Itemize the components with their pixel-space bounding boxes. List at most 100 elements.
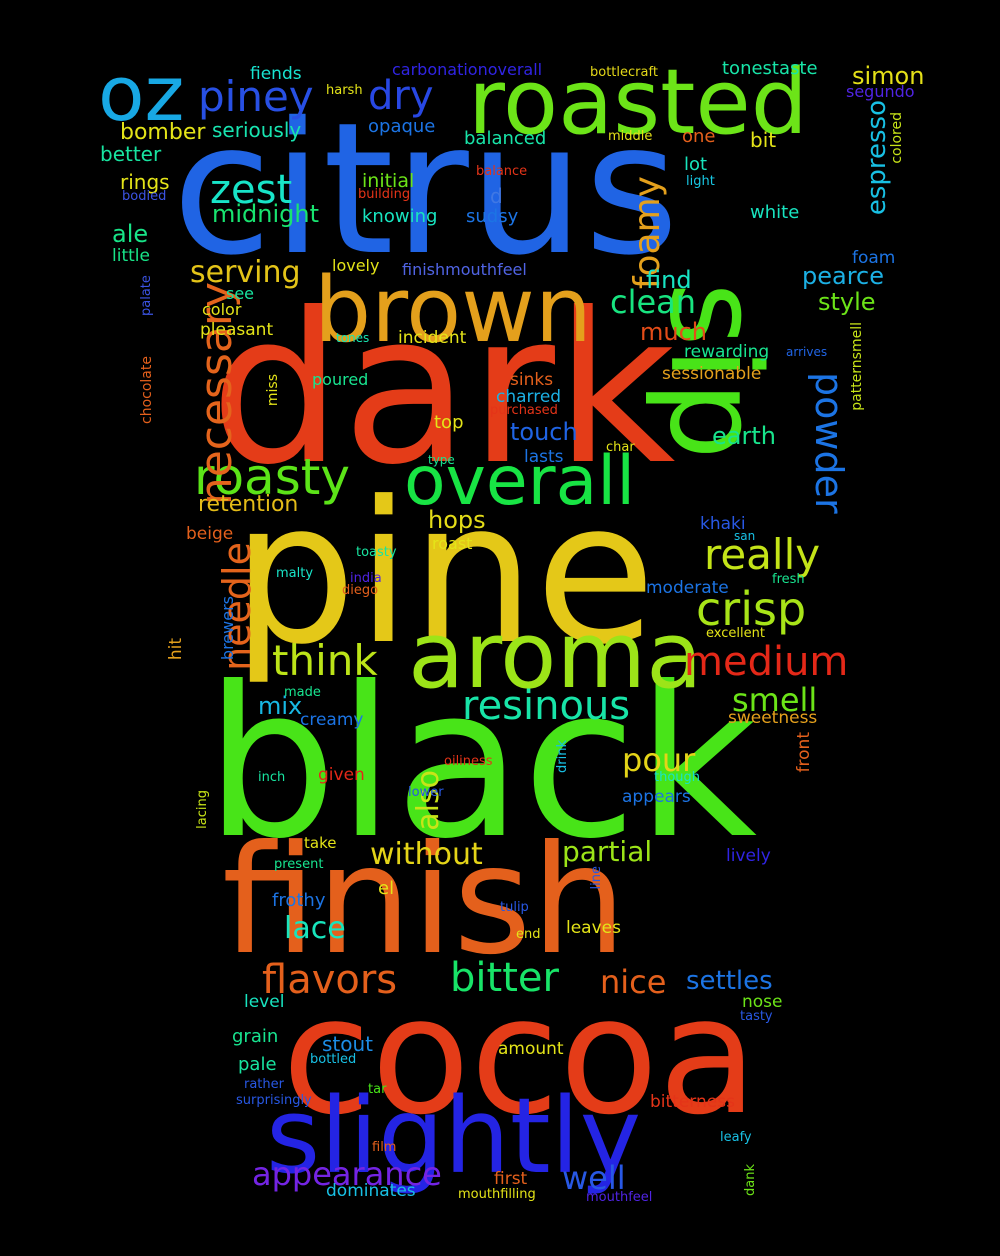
word-better: better	[100, 142, 162, 166]
word-sudsy: sudsy	[466, 206, 519, 227]
word-lasts: lasts	[524, 447, 564, 467]
word-bottled: bottled	[310, 1052, 357, 1067]
word-midnight: midnight	[212, 200, 320, 228]
word-bitter: bitter	[450, 955, 559, 1001]
word-grain: grain	[232, 1026, 279, 1047]
word-patternsmell: patternsmell	[849, 322, 865, 411]
word-fiends: fiends	[250, 64, 302, 84]
word-type: type	[428, 453, 455, 467]
word-though: though	[654, 770, 701, 785]
word-dominates: dominates	[326, 1181, 416, 1201]
word-nice: nice	[600, 963, 667, 1001]
word-arrives: arrives	[786, 345, 828, 359]
word-leafy: leafy	[720, 1130, 752, 1145]
word-pearce: pearce	[802, 262, 885, 290]
word-really: really	[704, 530, 821, 579]
word-mouthfeel: mouthfeel	[586, 1190, 653, 1205]
word-beige: beige	[186, 524, 234, 544]
word-building: building	[358, 187, 411, 202]
word-piney: piney	[198, 72, 314, 121]
word-cocoa: cocoa	[282, 963, 758, 1151]
word-color: color	[202, 300, 242, 319]
word-knowing: knowing	[362, 206, 438, 227]
word-excellent: excellent	[706, 626, 765, 641]
word-incident: incident	[398, 328, 467, 348]
word-initial: initial	[362, 170, 415, 192]
word-overall: overall	[404, 442, 636, 521]
word-sweetness: sweetness	[728, 708, 818, 728]
word-lively: lively	[726, 846, 771, 866]
word-one: one	[682, 126, 716, 147]
word-poured: poured	[312, 370, 369, 389]
word-aroma: aroma	[408, 602, 703, 709]
word-lacing: lacing	[195, 790, 210, 829]
word-creamy: creamy	[300, 710, 364, 730]
word-flavors: flavors	[262, 957, 398, 1003]
word-d: d	[490, 184, 503, 208]
word-partial: partial	[562, 835, 653, 868]
word-carbonationoverall: carbonationoverall	[392, 60, 543, 79]
word-style: style	[818, 288, 876, 316]
word-bomber: bomber	[120, 120, 206, 145]
word-tasty: tasty	[740, 1009, 773, 1024]
word-india: india	[350, 571, 382, 586]
word-appears: appears	[622, 787, 691, 807]
word-bodied: bodied	[122, 189, 167, 204]
word-purchased: purchased	[490, 403, 558, 418]
word-powder: powder	[807, 372, 851, 514]
word-leaves: leaves	[566, 918, 621, 938]
word-mouthfilling: mouthfilling	[458, 1187, 536, 1202]
word-espresso: espresso	[862, 100, 892, 216]
word-opaque: opaque	[368, 116, 436, 137]
word-tar: tar	[368, 1082, 387, 1097]
word-tonestaste: tonestaste	[722, 58, 818, 79]
word-find: find	[646, 266, 692, 294]
word-foam: foam	[852, 248, 896, 268]
word-nose: nose	[742, 992, 783, 1012]
word-take: take	[304, 834, 337, 852]
word-chocolate: chocolate	[139, 356, 155, 424]
word-first: first	[494, 1169, 528, 1189]
word-pleasant: pleasant	[200, 320, 274, 340]
word-bit: bit	[750, 128, 777, 152]
word-retention: retention	[198, 492, 299, 517]
word-citrus: citrus	[172, 83, 679, 295]
word-middle: middle	[608, 129, 653, 144]
word-amount: amount	[498, 1039, 564, 1059]
word-pine: pine	[232, 460, 656, 688]
word-film: film	[372, 1140, 397, 1155]
word-surprisingly: surprisingly	[236, 1093, 312, 1108]
word-serving: serving	[190, 255, 301, 290]
word-dry: dry	[368, 73, 434, 119]
word-finish: finish	[222, 814, 627, 988]
word-pour: pour	[622, 741, 696, 779]
word-balance: balance	[476, 164, 528, 179]
word-hit: hit	[166, 638, 186, 661]
word-dank: dank	[743, 1164, 758, 1196]
word-bitterness: bitterness	[650, 1092, 735, 1112]
word-el: el	[378, 878, 395, 899]
word-light: light	[686, 174, 715, 189]
word-crisp: crisp	[696, 582, 807, 636]
word-san: san	[734, 529, 756, 543]
word-without: without	[370, 837, 483, 872]
word-sessionable: sessionable	[662, 364, 762, 384]
word-top: top	[434, 412, 464, 433]
word-clean: clean	[610, 283, 697, 321]
word-khaki: khaki	[700, 514, 746, 534]
word-roasted: roasted	[468, 50, 808, 155]
word-level: level	[244, 992, 285, 1012]
word-pale: pale	[238, 1054, 277, 1075]
word-malty: malty	[276, 566, 314, 581]
word-lovely: lovely	[332, 256, 380, 275]
word-finishmouthfeel: finishmouthfeel	[402, 260, 527, 279]
word-balanced: balanced	[464, 128, 547, 149]
word-harsh: harsh	[326, 83, 363, 98]
word-lower: lower	[408, 785, 444, 800]
word-diego: diego	[342, 583, 379, 598]
word-rewarding: rewarding	[684, 342, 770, 362]
word-slightly: slightly	[266, 1075, 642, 1197]
word-inch: inch	[258, 770, 286, 785]
word-much: much	[640, 318, 707, 346]
word-line: line	[589, 866, 604, 890]
